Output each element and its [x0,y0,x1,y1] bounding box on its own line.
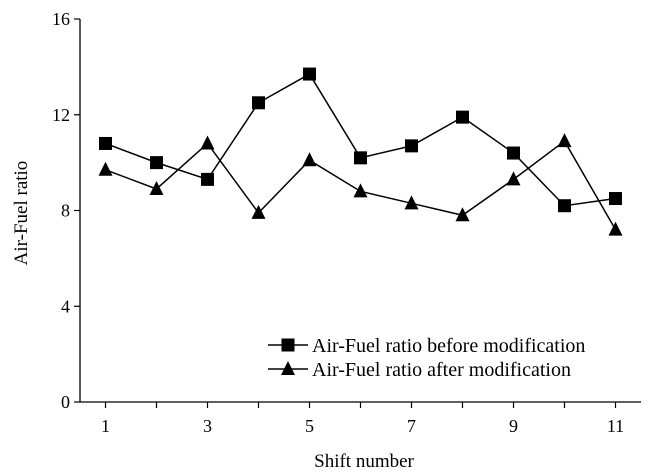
data-point-square [558,199,571,213]
y-tick-label: 8 [61,201,70,221]
legend: Air-Fuel ratio before modificationAir-Fu… [268,335,585,381]
series-layer [98,67,623,236]
data-point-triangle [251,204,266,219]
data-point-square [252,96,265,110]
y-axis-title: Air-Fuel ratio [11,161,32,266]
legend-marker-square [281,338,295,352]
data-point-square [405,139,418,153]
legend-marker-triangle [281,361,295,375]
x-tick-label: 7 [407,416,416,436]
data-point-triangle [98,161,113,176]
x-tick-label: 1 [101,416,110,436]
x-axis-title: Shift number [314,451,414,472]
data-point-square [456,110,469,124]
data-point-triangle [302,152,317,167]
data-point-square [303,67,316,81]
data-point-triangle [200,135,215,150]
x-axis-ticks: 1 3 5 7 9 11 [101,402,624,436]
data-point-square [507,146,520,160]
y-tick-label: 0 [61,392,70,412]
legend-label: Air-Fuel ratio before modification [312,335,585,357]
x-tick-label: 5 [305,416,314,436]
data-point-triangle [506,171,521,186]
series-before [99,67,622,213]
data-point-triangle [455,207,470,222]
data-point-square [201,172,214,186]
data-point-triangle [608,221,623,236]
series-after [98,133,623,236]
legend-label: Air-Fuel ratio after modification [312,359,571,381]
data-point-square [99,136,112,150]
data-point-triangle [353,183,368,198]
x-tick-label: 11 [607,416,624,436]
data-point-square [354,151,367,165]
x-tick-label: 9 [509,416,518,436]
data-point-square [609,192,622,206]
y-axis-ticks: 0 4 8 12 16 [52,9,80,412]
data-point-triangle [557,133,572,148]
y-tick-label: 16 [52,9,70,29]
data-point-square [150,156,163,170]
y-tick-label: 12 [52,105,70,125]
y-tick-label: 4 [61,296,70,316]
x-tick-label: 3 [203,416,212,436]
data-point-triangle [149,180,164,195]
data-point-triangle [404,195,419,210]
